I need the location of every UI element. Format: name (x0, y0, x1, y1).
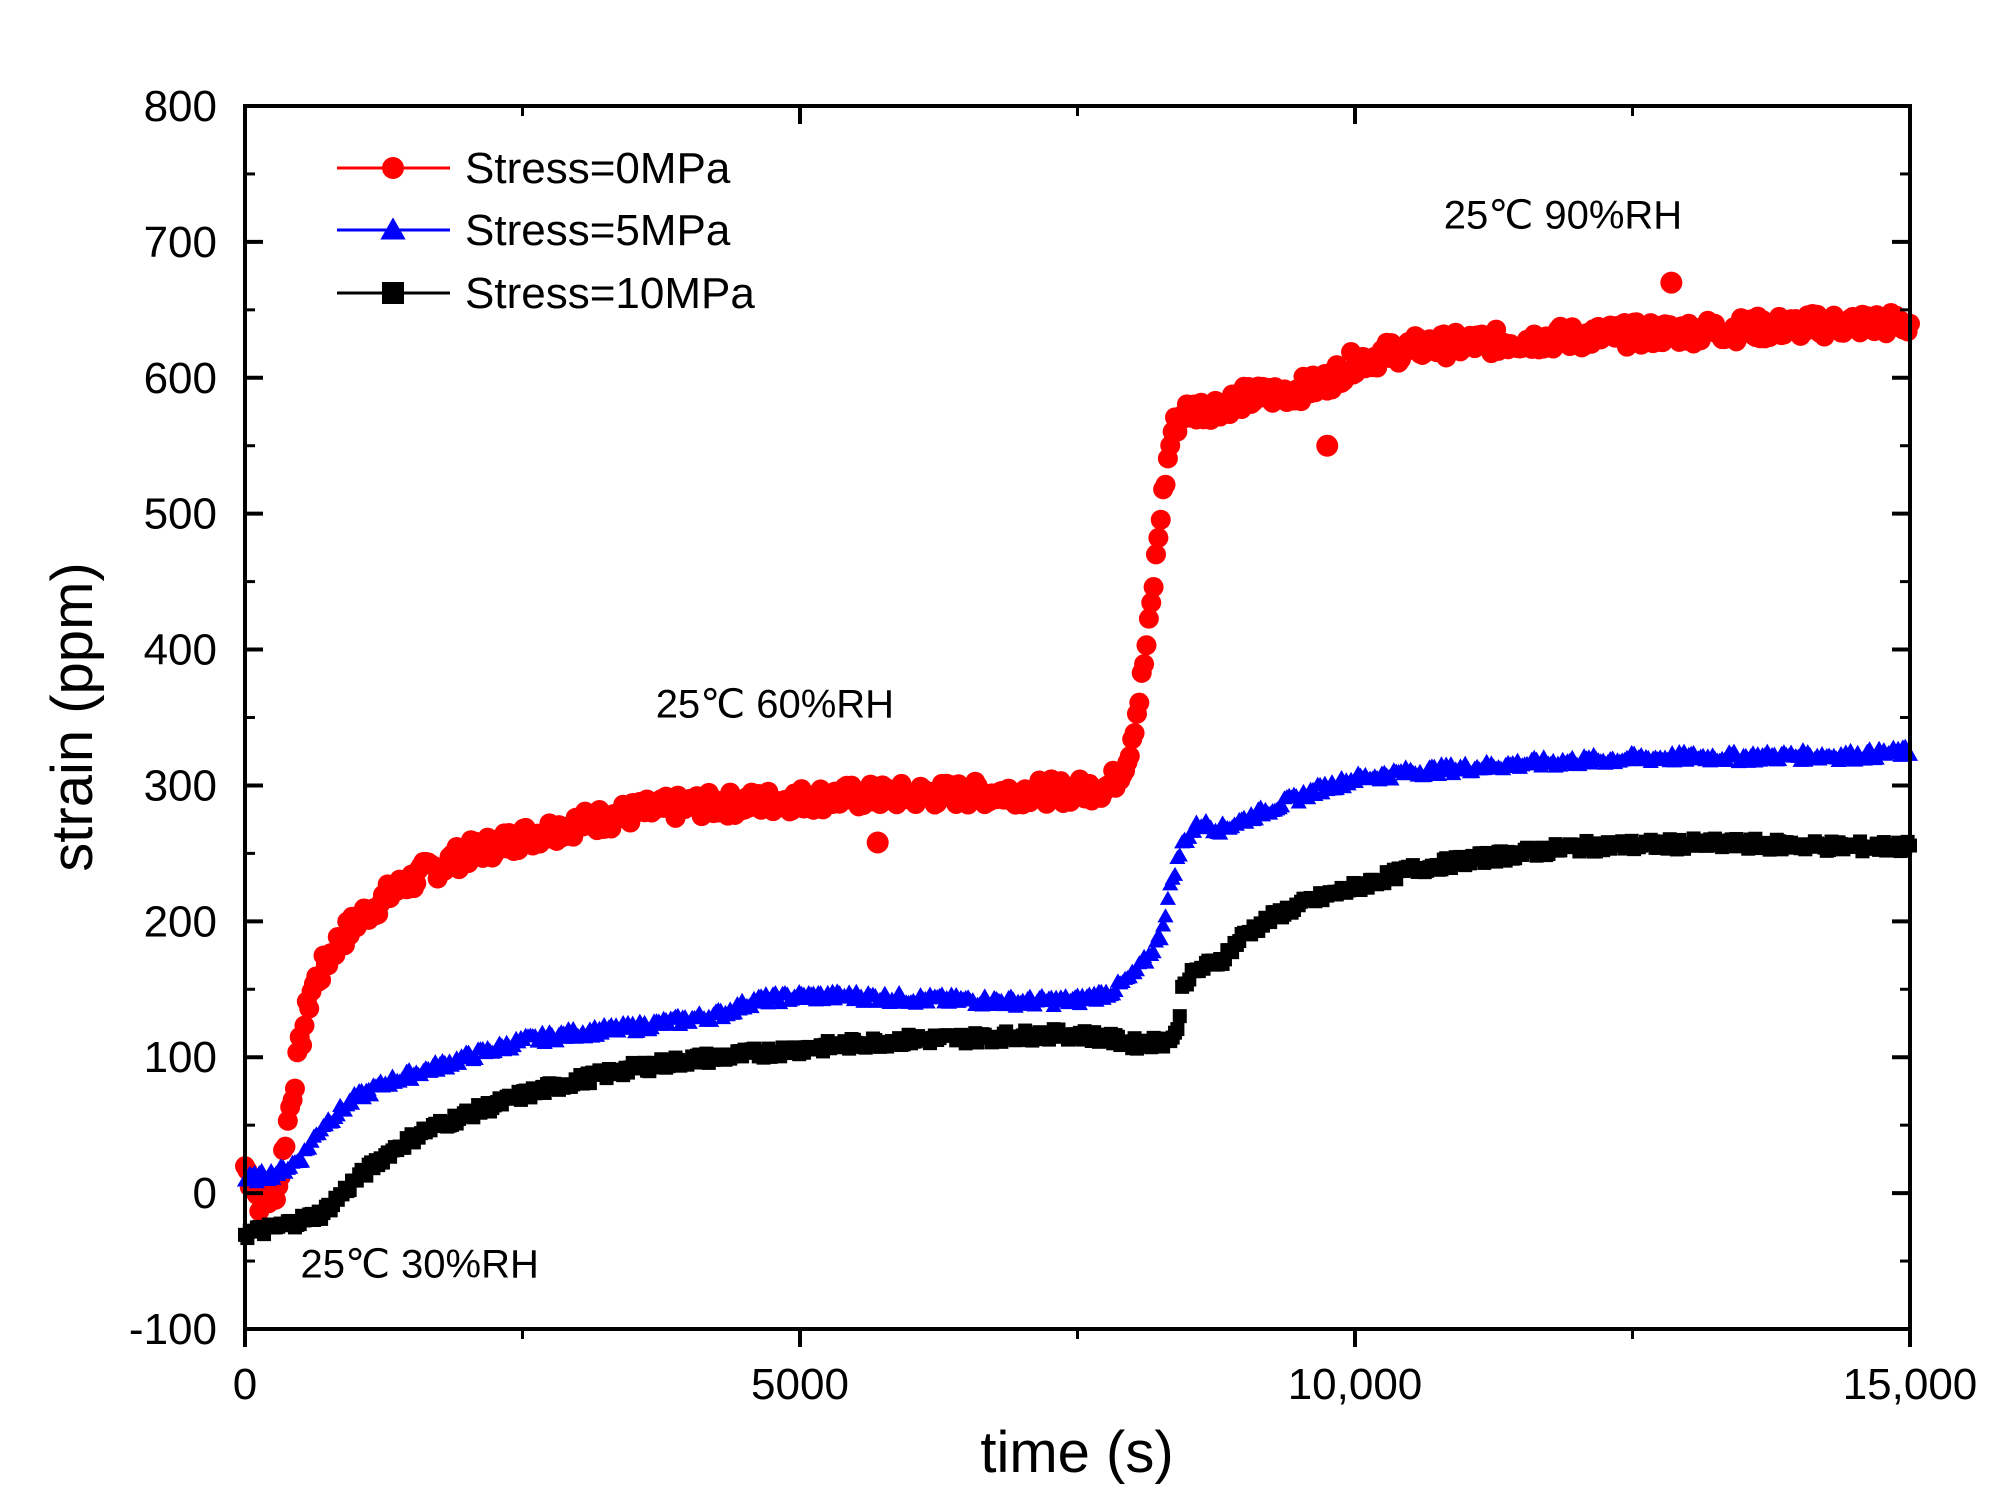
data-point (1136, 635, 1157, 656)
x-axis-title: time (s) (980, 1420, 1173, 1485)
x-tick-label: 0 (233, 1360, 257, 1409)
data-point (1148, 527, 1169, 548)
data-point (1152, 931, 1169, 946)
data-point (1134, 654, 1155, 675)
legend-entry: Stress=10MPa (337, 269, 755, 318)
data-point (292, 1035, 313, 1056)
data-point (1159, 890, 1176, 905)
legend-marker-circle (382, 157, 404, 179)
data-point (1129, 692, 1150, 713)
data-point (1141, 592, 1162, 613)
data-point (275, 1136, 296, 1157)
data-point (1138, 954, 1155, 969)
legend: Stress=0MPa Stress=5MPa Stress=10MPa (337, 144, 755, 318)
data-point (1247, 811, 1264, 826)
data-point (467, 1050, 484, 1066)
data-point (1145, 944, 1162, 959)
data-point (1172, 1009, 1187, 1024)
data-point (1107, 982, 1124, 998)
y-tick-label: 0 (193, 1169, 217, 1218)
x-tick-label: 10,000 (1288, 1360, 1423, 1409)
data-point (1171, 847, 1188, 862)
data-point (1155, 917, 1172, 932)
data-point (294, 1153, 311, 1168)
data-point (1274, 798, 1291, 813)
data-point (1150, 509, 1171, 530)
data-point (1138, 608, 1159, 629)
data-point (1145, 544, 1166, 565)
outlier-point (1316, 434, 1339, 457)
legend-marker-square (382, 282, 404, 304)
y-tick-label: 400 (144, 626, 217, 675)
data-point (1170, 1022, 1185, 1037)
series-circle (235, 271, 1920, 1222)
annotations: 25℃ 30%RH 25℃ 60%RH 25℃ 90%RH (301, 193, 1683, 1286)
data-point (299, 998, 320, 1019)
series-triangle (236, 738, 1919, 1189)
data-point (1383, 771, 1400, 786)
axis-ticks: 0 5000 10,000 15,000 -100 0 100 200 300 400 500 600… (129, 82, 1977, 1409)
data-point (284, 1078, 305, 1099)
legend-label: Stress=10MPa (465, 269, 755, 318)
data-point (1124, 723, 1145, 744)
condition-annotation: 25℃ 60%RH (656, 683, 894, 727)
data-point (1157, 908, 1174, 923)
y-tick-label: -100 (129, 1305, 217, 1354)
y-tick-label: 100 (144, 1033, 217, 1082)
data-point (1036, 793, 1057, 814)
y-tick-label: 600 (144, 354, 217, 403)
data-point (363, 1087, 380, 1102)
data-point (1166, 866, 1184, 881)
data-point (1155, 474, 1176, 495)
legend-entry: Stress=0MPa (337, 144, 731, 193)
x-tick-label: 15,000 (1843, 1360, 1978, 1409)
condition-annotation: 25℃ 90%RH (1444, 193, 1682, 237)
y-tick-label: 200 (144, 897, 217, 946)
x-tick-label: 5000 (751, 1360, 849, 1409)
y-axis-title: strain (ppm) (40, 562, 105, 871)
legend-entry: Stress=5MPa (337, 206, 731, 255)
y-tick-label: 500 (144, 490, 217, 539)
series-square (238, 831, 1917, 1246)
data-point (1119, 746, 1140, 767)
series-layer (235, 271, 1920, 1246)
legend-label: Stress=0MPa (465, 144, 731, 193)
outlier-point (1660, 271, 1683, 294)
y-tick-label: 700 (144, 218, 217, 267)
data-point (1143, 577, 1164, 598)
data-point (294, 1015, 315, 1036)
legend-label: Stress=5MPa (465, 206, 731, 255)
legend-marker-triangle (380, 217, 406, 240)
y-tick-label: 800 (144, 82, 217, 131)
condition-annotation: 25℃ 30%RH (301, 1242, 539, 1286)
y-tick-label: 300 (144, 761, 217, 810)
outlier-point (866, 831, 889, 854)
